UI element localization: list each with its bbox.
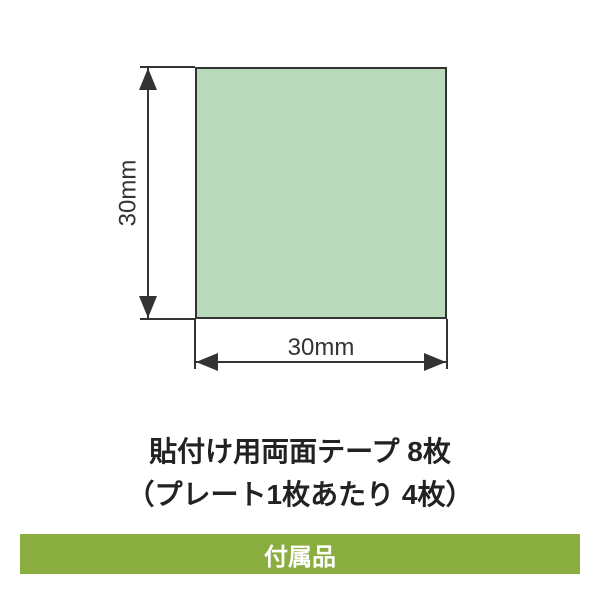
description-line-1: 貼付け用両面テープ 8枚 (0, 430, 600, 473)
dim-horizontal-label: 30mm (288, 334, 355, 362)
footer-label: 付属品 (264, 537, 336, 572)
dim-vertical-label: 30mm (114, 160, 142, 227)
dimension-diagram: 30mm 30mm (0, 0, 600, 380)
tape-square (195, 67, 447, 319)
dim-vertical-arrow-top (139, 68, 157, 90)
description-text: 貼付け用両面テープ 8枚 （プレート1枚あたり 4枚） (0, 430, 600, 517)
dim-vertical-arrow-bottom (139, 296, 157, 318)
dim-vertical-line (147, 67, 149, 319)
dim-horizontal-arrow-right (424, 353, 446, 371)
description-line-2: （プレート1枚あたり 4枚） (0, 473, 600, 516)
dim-horizontal-arrow-left (196, 353, 218, 371)
footer-bar: 付属品 (20, 534, 580, 574)
